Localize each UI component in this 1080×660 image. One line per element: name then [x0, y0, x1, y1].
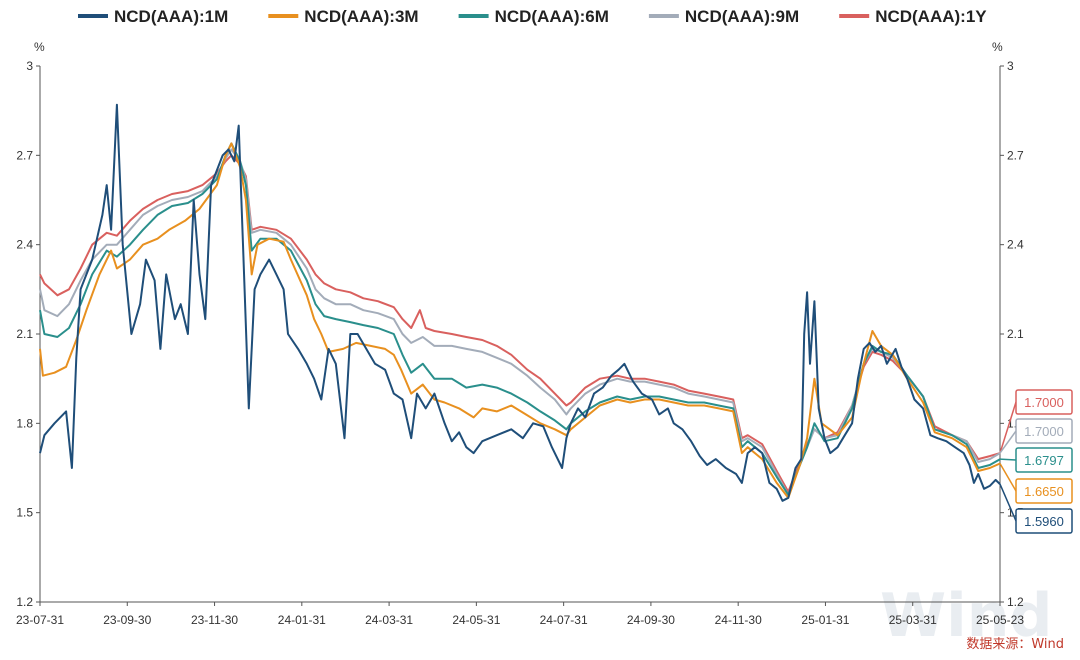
legend-item: NCD(AAA):3M [268, 7, 419, 26]
end-label: 1.6650 [999, 463, 1073, 504]
x-tick-label: 24-01-31 [278, 613, 326, 627]
series-layer [39, 103, 1001, 502]
legend-label: NCD(AAA):1M [114, 7, 228, 26]
y-axis-unit-left: % [34, 40, 45, 54]
y-tick-label-left: 1.8 [16, 416, 33, 430]
end-label-leader [999, 430, 1017, 454]
y-tick-label-right: 2.4 [1007, 238, 1024, 252]
y-tick-label-left: 2.1 [16, 327, 33, 341]
legend-item: NCD(AAA):9M [648, 7, 799, 26]
series-line [39, 103, 1001, 502]
y-tick-label-right: 1.2 [1007, 595, 1024, 609]
y-tick-label-left: 2.4 [16, 238, 33, 252]
x-tick-label: 24-07-31 [540, 613, 588, 627]
end-labels: 1.7000 1.7000 1.6797 1.6650 1.5960 [999, 389, 1073, 534]
y-tick-label-right: 2.1 [1007, 327, 1024, 341]
end-label-box [1015, 418, 1073, 444]
end-label: 1.5960 [999, 483, 1073, 534]
legend: NCD(AAA):1M NCD(AAA):3M NCD(AAA):6M NCD(AAA… [78, 7, 987, 26]
axes: 1.21.21.51.51.81.82.12.12.42.42.72.73323… [16, 59, 1024, 627]
legend-item: NCD(AAA):6M [458, 7, 609, 26]
end-label: 1.6797 [999, 447, 1073, 473]
x-tick-label: 23-09-30 [103, 613, 151, 627]
legend-label: NCD(AAA):6M [495, 7, 609, 26]
end-label-value: 1.5960 [1024, 514, 1064, 529]
x-tick-label: 25-01-31 [801, 613, 849, 627]
series-line [39, 142, 1001, 496]
source-note: 数据来源：Wind [966, 637, 1064, 652]
end-label-leader [999, 401, 1017, 454]
series-line [39, 154, 1001, 493]
end-label-leader [999, 458, 1017, 461]
end-label-value: 1.7000 [1024, 395, 1064, 410]
y-tick-label-left: 3 [26, 59, 33, 73]
legend-label: NCD(AAA):9M [685, 7, 799, 26]
end-label-value: 1.7000 [1024, 424, 1064, 439]
x-tick-label: 24-11-30 [715, 613, 762, 627]
y-axis-unit-right: % [992, 40, 1003, 54]
legend-label: NCD(AAA):3M [304, 7, 418, 26]
x-tick-label: 24-05-31 [452, 613, 500, 627]
end-label-box [1015, 478, 1073, 504]
end-label-box [1015, 508, 1073, 534]
end-label-value: 1.6650 [1024, 484, 1064, 499]
x-tick-label: 25-05-23 [976, 613, 1024, 627]
end-label-leader [999, 463, 1017, 492]
legend-item: NCD(AAA):1M [78, 7, 228, 26]
end-label-box [1015, 447, 1073, 473]
x-tick-label: 24-09-30 [627, 613, 675, 627]
y-tick-label-right: 2.7 [1007, 148, 1024, 162]
legend-label: NCD(AAA):1Y [875, 7, 987, 26]
y-tick-label-left: 2.7 [16, 148, 33, 162]
end-label: 1.7000 [999, 418, 1073, 454]
y-tick-label-left: 1.5 [16, 506, 33, 520]
watermark: Wind [880, 581, 1052, 651]
end-label-box [1015, 389, 1073, 415]
x-tick-label: 23-11-30 [191, 613, 238, 627]
x-tick-label: 24-03-31 [365, 613, 413, 627]
x-tick-label: 23-07-31 [16, 613, 64, 627]
y-tick-label-left: 1.2 [16, 595, 33, 609]
end-label: 1.7000 [999, 389, 1073, 454]
y-tick-label-right: 3 [1007, 59, 1014, 73]
x-tick-label: 25-03-31 [889, 613, 937, 627]
legend-item: NCD(AAA):1Y [839, 7, 987, 26]
end-label-leader [999, 483, 1017, 522]
end-label-value: 1.6797 [1024, 453, 1064, 468]
